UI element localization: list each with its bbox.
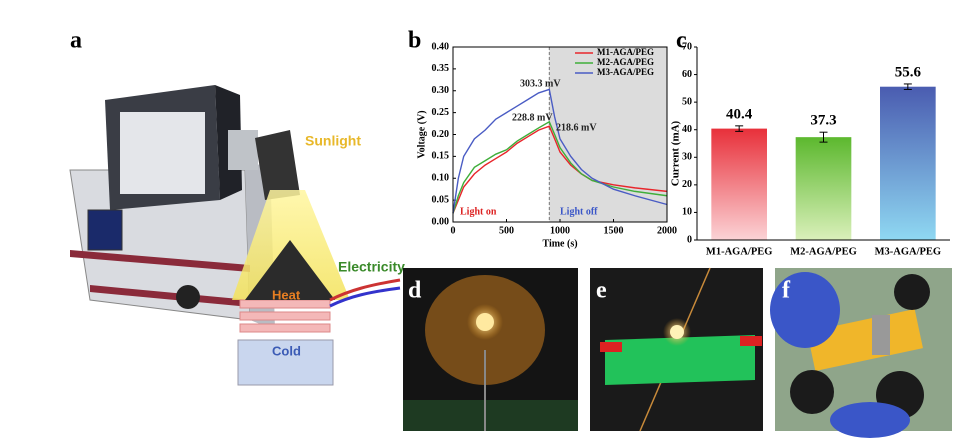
sunlight-label: Sunlight xyxy=(305,133,361,149)
x-tick-label: 1000 xyxy=(550,225,570,236)
series-line xyxy=(452,120,668,214)
electricity-label: Electricity xyxy=(338,259,405,275)
x-tick-label: M2-AGA/PEG xyxy=(790,246,857,257)
y-tick-label: 20 xyxy=(682,179,692,190)
panel-label: b xyxy=(408,28,421,54)
annotation: 303.3 mV xyxy=(520,78,561,89)
photo-d xyxy=(403,268,578,431)
x-tick-label: 2000 xyxy=(657,225,677,236)
y-tick-label: 0.40 xyxy=(432,41,450,52)
y-tick-label: 0.35 xyxy=(432,63,450,74)
panel-label: c xyxy=(676,28,687,54)
panel-label: d xyxy=(408,278,422,304)
photo-f xyxy=(770,268,952,438)
y-tick-label: 50 xyxy=(682,96,692,107)
heat-label: Heat xyxy=(272,287,301,302)
cold-label: Cold xyxy=(272,343,301,358)
y-tick-label: 60 xyxy=(682,69,692,80)
y-tick-label: 0.00 xyxy=(432,216,450,227)
y-tick-label: 10 xyxy=(682,207,692,218)
y-tick-label: 0.05 xyxy=(432,194,450,205)
annotation: 218.6 mV xyxy=(556,122,597,133)
x-tick-label: 1500 xyxy=(604,225,624,236)
data-label: 55.6 xyxy=(895,64,922,80)
y-tick-label: 0.25 xyxy=(432,107,450,118)
y-tick-label: 70 xyxy=(682,41,692,52)
x-tick-label: M1-AGA/PEG xyxy=(706,246,773,257)
panel-label: f xyxy=(782,278,791,304)
y-tick-label: 0.20 xyxy=(432,129,450,140)
bar xyxy=(795,137,852,240)
y-axis-label: Voltage (V) xyxy=(416,110,427,158)
x-tick-label: 0 xyxy=(451,225,456,236)
y-tick-label: 40 xyxy=(682,124,692,135)
series-line xyxy=(452,88,668,214)
data-label: 40.4 xyxy=(726,106,753,122)
x-axis-label: Time (s) xyxy=(542,238,577,249)
y-tick-label: 0.10 xyxy=(432,173,450,184)
legend-label: M3-AGA/PEG xyxy=(597,67,654,77)
data-label: 37.3 xyxy=(810,113,836,129)
y-tick-label: 30 xyxy=(682,152,692,163)
annotation: Light on xyxy=(460,206,497,217)
panel-label: a xyxy=(70,28,82,54)
x-tick-label: 500 xyxy=(499,225,514,236)
bar xyxy=(880,86,936,241)
photo-e xyxy=(590,267,763,432)
y-tick-label: 0.30 xyxy=(432,85,450,96)
y-axis-label: Current (mA) xyxy=(670,120,682,186)
x-tick-label: M3-AGA/PEG xyxy=(875,246,942,257)
illustration: Sunlight Heat Cold Electricity xyxy=(69,85,405,386)
legend-label: M2-AGA/PEG xyxy=(597,57,654,67)
annotation: Light off xyxy=(560,206,598,217)
annotation: 228.8 mV xyxy=(512,112,553,123)
bar xyxy=(711,128,767,240)
legend-label: M1-AGA/PEG xyxy=(597,47,654,57)
y-tick-label: 0 xyxy=(687,234,692,245)
panel-label: e xyxy=(596,278,607,304)
y-tick-label: 0.15 xyxy=(432,151,450,162)
plot-frame xyxy=(452,46,668,223)
